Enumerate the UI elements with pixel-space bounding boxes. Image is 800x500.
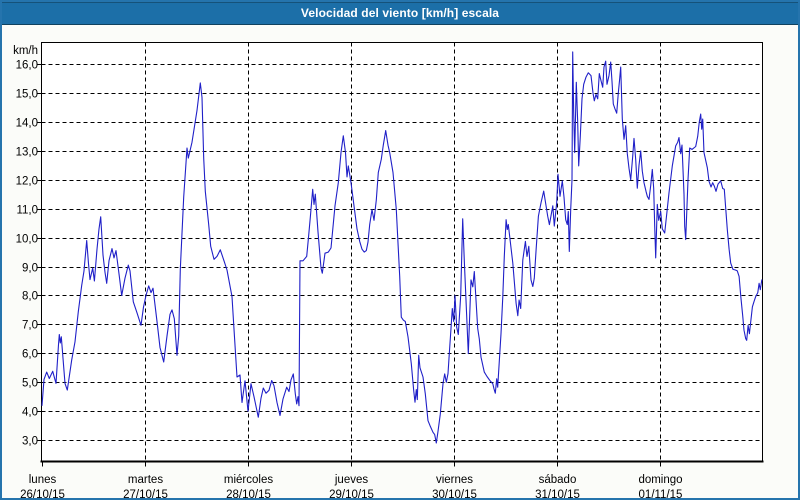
y-tick-label: 6,0 bbox=[22, 349, 38, 361]
x-day-label: miércoles bbox=[224, 474, 273, 486]
y-tick-label: 4,0 bbox=[22, 407, 38, 419]
y-tick-label: 8,0 bbox=[22, 291, 38, 303]
x-day-label: lunes bbox=[29, 474, 57, 486]
x-day-label: domingo bbox=[638, 474, 682, 486]
y-tick-label: 5,0 bbox=[22, 378, 38, 390]
y-tick-label: 12,0 bbox=[16, 176, 38, 188]
x-date-label: 26/10/15 bbox=[20, 489, 65, 500]
y-tick-label: 15,0 bbox=[16, 89, 38, 101]
x-date-label: 27/10/15 bbox=[123, 489, 168, 500]
wind-speed-line bbox=[41, 51, 763, 444]
wind-speed-chart: 16,0 15,0 14,0 13,0 12,0 11,0 10,0 9,0 8,0 7,0 6,0… bbox=[13, 42, 764, 500]
x-day-label: jueves bbox=[334, 474, 368, 486]
y-axis-unit-label: km/h bbox=[13, 45, 38, 57]
x-day-label: sábado bbox=[539, 474, 577, 486]
x-date-label: 29/10/15 bbox=[329, 489, 374, 500]
y-tick-label: 9,0 bbox=[22, 263, 38, 275]
x-date-label: 31/10/15 bbox=[535, 489, 580, 500]
y-tick-label: 11,0 bbox=[16, 205, 38, 217]
chart-title: Velocidad del viento [km/h] escala bbox=[300, 6, 500, 20]
y-tick-label: 13,0 bbox=[16, 147, 38, 159]
y-tick-label: 7,0 bbox=[22, 320, 38, 332]
plot-border bbox=[41, 42, 763, 461]
y-tick-label: 3,0 bbox=[22, 436, 38, 448]
chart-title-bar: Velocidad del viento [km/h] escala bbox=[2, 2, 798, 25]
x-date-label: 01/11/15 bbox=[639, 489, 683, 500]
x-day-label: viernes bbox=[436, 474, 473, 486]
y-tick-label: 10,0 bbox=[16, 234, 38, 246]
x-day-label: martes bbox=[128, 474, 163, 486]
y-tick-label: 14,0 bbox=[16, 118, 38, 130]
x-date-label: 28/10/15 bbox=[226, 489, 271, 500]
plot-area bbox=[41, 42, 763, 461]
y-tick-label: 16,0 bbox=[16, 60, 38, 72]
x-date-label: 30/10/15 bbox=[432, 489, 477, 500]
